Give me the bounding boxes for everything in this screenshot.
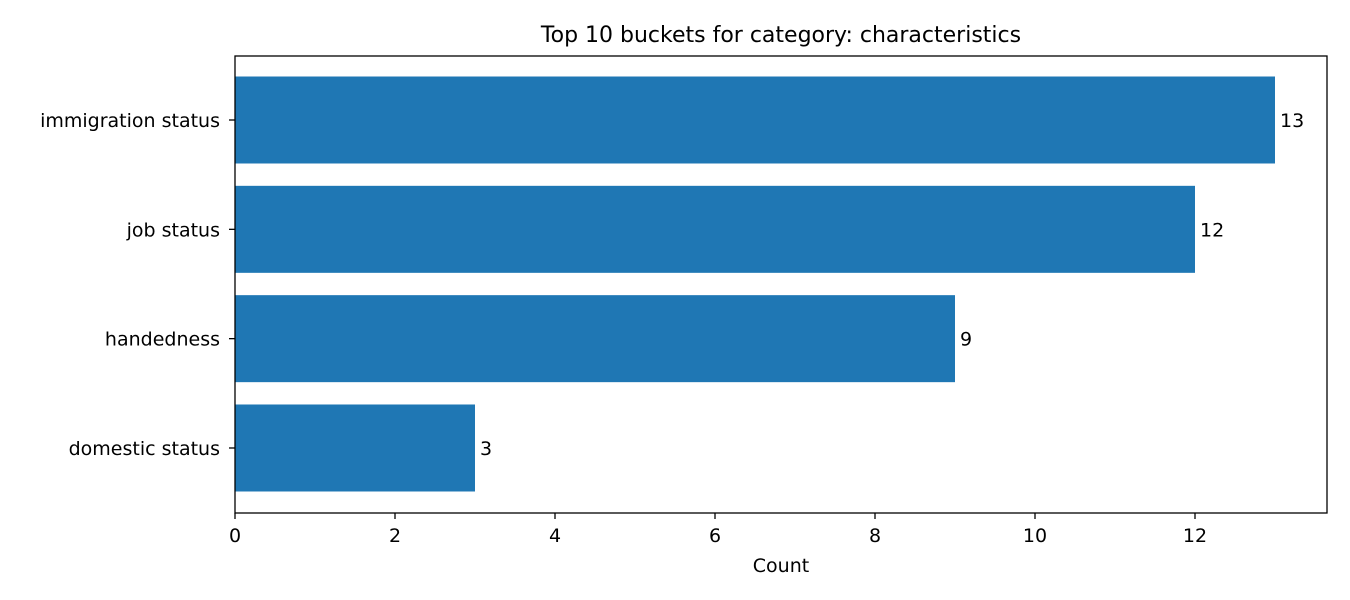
data-label-immigration-status: 13 bbox=[1280, 110, 1304, 132]
data-labels-layer: 13 12 9 3 bbox=[480, 110, 1304, 460]
x-tick-label: 0 bbox=[229, 525, 241, 547]
x-tick-label: 8 bbox=[869, 525, 881, 547]
data-label-handedness: 9 bbox=[960, 329, 972, 351]
x-tick-label: 10 bbox=[1023, 525, 1047, 547]
plot-area-frame bbox=[234, 55, 1328, 514]
x-tick-label: 6 bbox=[709, 525, 721, 547]
chart-title: Top 10 buckets for category: characteris… bbox=[540, 23, 1021, 48]
y-tick-label: domestic status bbox=[69, 438, 220, 460]
x-tick-label: 2 bbox=[389, 525, 401, 547]
y-tick-label: job status bbox=[126, 219, 220, 241]
bars-layer bbox=[235, 76, 1275, 492]
bar-domestic-status bbox=[235, 404, 475, 492]
bar-job-status bbox=[235, 185, 1195, 273]
x-tick-label: 12 bbox=[1183, 525, 1207, 547]
x-axis: 0 2 4 6 8 10 12 bbox=[229, 513, 1207, 547]
bar-handedness bbox=[235, 295, 955, 383]
data-label-domestic-status: 3 bbox=[480, 438, 492, 460]
data-label-job-status: 12 bbox=[1200, 219, 1224, 241]
bar-immigration-status bbox=[235, 76, 1275, 164]
x-axis-label: Count bbox=[753, 555, 809, 577]
y-tick-label: handedness bbox=[105, 329, 220, 351]
x-tick-label: 4 bbox=[549, 525, 561, 547]
y-axis: immigration status job status handedness do… bbox=[40, 110, 235, 460]
y-tick-label: immigration status bbox=[40, 110, 220, 132]
